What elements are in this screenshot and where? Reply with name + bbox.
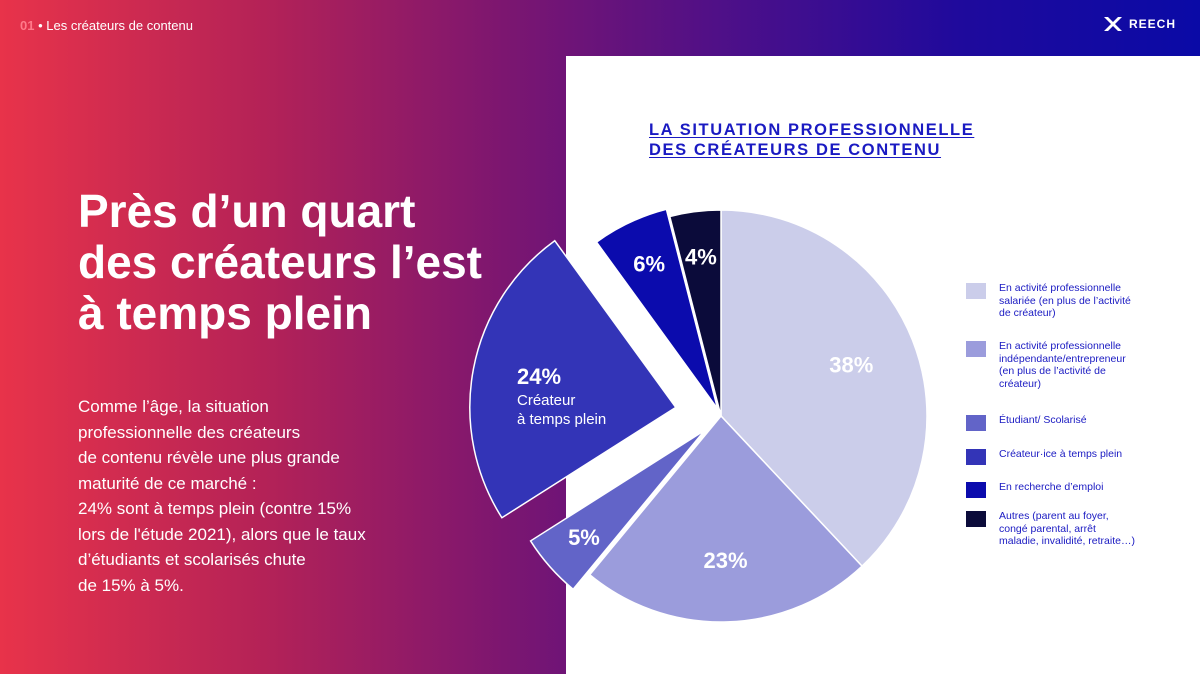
- legend-swatch: [966, 415, 986, 431]
- bullet-separator: •: [38, 18, 47, 33]
- slice-value-label: 4%: [685, 245, 717, 270]
- pie-slice: [588, 414, 864, 623]
- pie-slice: [529, 429, 706, 591]
- legend-label: Étudiant/ Scolarisé: [999, 414, 1139, 427]
- section-title: Les créateurs de contenu: [46, 18, 193, 33]
- legend-swatch: [966, 482, 986, 498]
- legend-label: En recherche d’emploi: [999, 481, 1139, 494]
- legend-swatch: [966, 283, 986, 299]
- legend-item: En activité professionnelle salariée (en …: [966, 282, 1139, 320]
- legend-swatch: [966, 341, 986, 357]
- section-breadcrumb: 01 • Les créateurs de contenu: [20, 18, 193, 33]
- legend-item: Créateur·ice à temps plein: [966, 448, 1139, 465]
- legend-label-line: de créateur): [999, 307, 1056, 319]
- pie-slice: [668, 209, 722, 417]
- legend-item: Autres (parent au foyer, congé parental, …: [966, 510, 1139, 548]
- legend-label-line: En recherche d’emploi: [999, 481, 1104, 493]
- headline-line-1: Près d’un quart: [78, 185, 416, 237]
- logo-text: REECH: [1128, 17, 1176, 31]
- pie-slice: [595, 208, 719, 410]
- headline: Près d’un quart des créateurs l’est à te…: [78, 186, 498, 339]
- slice-sublabel: à temps plein: [517, 411, 606, 428]
- body-line: 24% sont à temps plein (contre 15%: [78, 499, 352, 518]
- legend-label: Autres (parent au foyer, congé parental, …: [999, 510, 1139, 548]
- reech-logo-icon: [1103, 17, 1122, 31]
- legend-label-line: En activité professionnelle: [999, 340, 1121, 352]
- body-line: de contenu révèle une plus grande: [78, 448, 340, 467]
- legend-item: Étudiant/ Scolarisé: [966, 414, 1139, 431]
- legend-label-line: (en plus de l’activité de: [999, 365, 1106, 377]
- body-line: maturité de ce marché :: [78, 473, 257, 493]
- legend-label-line: En activité professionnelle: [999, 282, 1121, 294]
- slice-value-label: 23%: [704, 548, 748, 573]
- legend-label-line: congé parental, arrêt: [999, 522, 1096, 535]
- slice-sublabel: Créateur: [517, 392, 575, 409]
- body-line: de 15% à 5%.: [78, 575, 184, 595]
- legend-label-line: maladie, invalidité, retraite…): [999, 535, 1135, 547]
- legend-label: Créateur·ice à temps plein: [999, 448, 1139, 461]
- legend-label-line: créateur): [999, 377, 1042, 390]
- legend-item: En activité professionnelle indépendante/…: [966, 340, 1139, 390]
- legend-label-line: salariée (en plus de l’activité: [999, 294, 1131, 307]
- slice-value-label: 24%: [517, 364, 561, 389]
- chart-title-line-1: LA SITUATION PROFESSIONNELLE: [649, 121, 975, 139]
- legend-label-line: Autres (parent au foyer,: [999, 510, 1109, 522]
- headline-line-3: à temps plein: [78, 287, 372, 339]
- legend-label-line: Créateur·ice à temps plein: [999, 448, 1123, 460]
- headline-line-2: des créateurs l’est: [78, 236, 483, 288]
- body-line: d’étudiants et scolarisés chute: [78, 550, 306, 569]
- slice-value-label: 5%: [568, 525, 600, 550]
- body-line: professionnelle des créateurs: [78, 422, 301, 442]
- legend-item: En recherche d’emploi: [966, 481, 1139, 498]
- chart-title-line-2: DES CRÉATEURS DE CONTENU: [649, 141, 942, 159]
- slice-value-label: 6%: [633, 251, 665, 276]
- slice-value-label: 38%: [829, 352, 873, 377]
- legend-label-line: indépendante/entrepreneur: [999, 352, 1126, 365]
- pie-slice: [469, 239, 677, 519]
- chart-title: LA SITUATION PROFESSIONNELLE DES CRÉATEU…: [649, 120, 974, 160]
- legend-swatch: [966, 449, 986, 465]
- legend-label: En activité professionnelle salariée (en …: [999, 282, 1139, 320]
- legend-swatch: [966, 511, 986, 527]
- body-paragraph: Comme l’âge, la situation professionnell…: [78, 394, 408, 598]
- pie-slice: [720, 209, 928, 568]
- body-line: lors de l'étude 2021), alors que le taux: [78, 524, 366, 544]
- legend-label: En activité professionnelle indépendante/…: [999, 340, 1139, 390]
- reech-logo: REECH: [1103, 16, 1176, 32]
- body-line: Comme l’âge, la situation: [78, 397, 269, 416]
- legend-label-line: Étudiant/ Scolarisé: [999, 414, 1087, 426]
- section-number: 01: [20, 18, 35, 33]
